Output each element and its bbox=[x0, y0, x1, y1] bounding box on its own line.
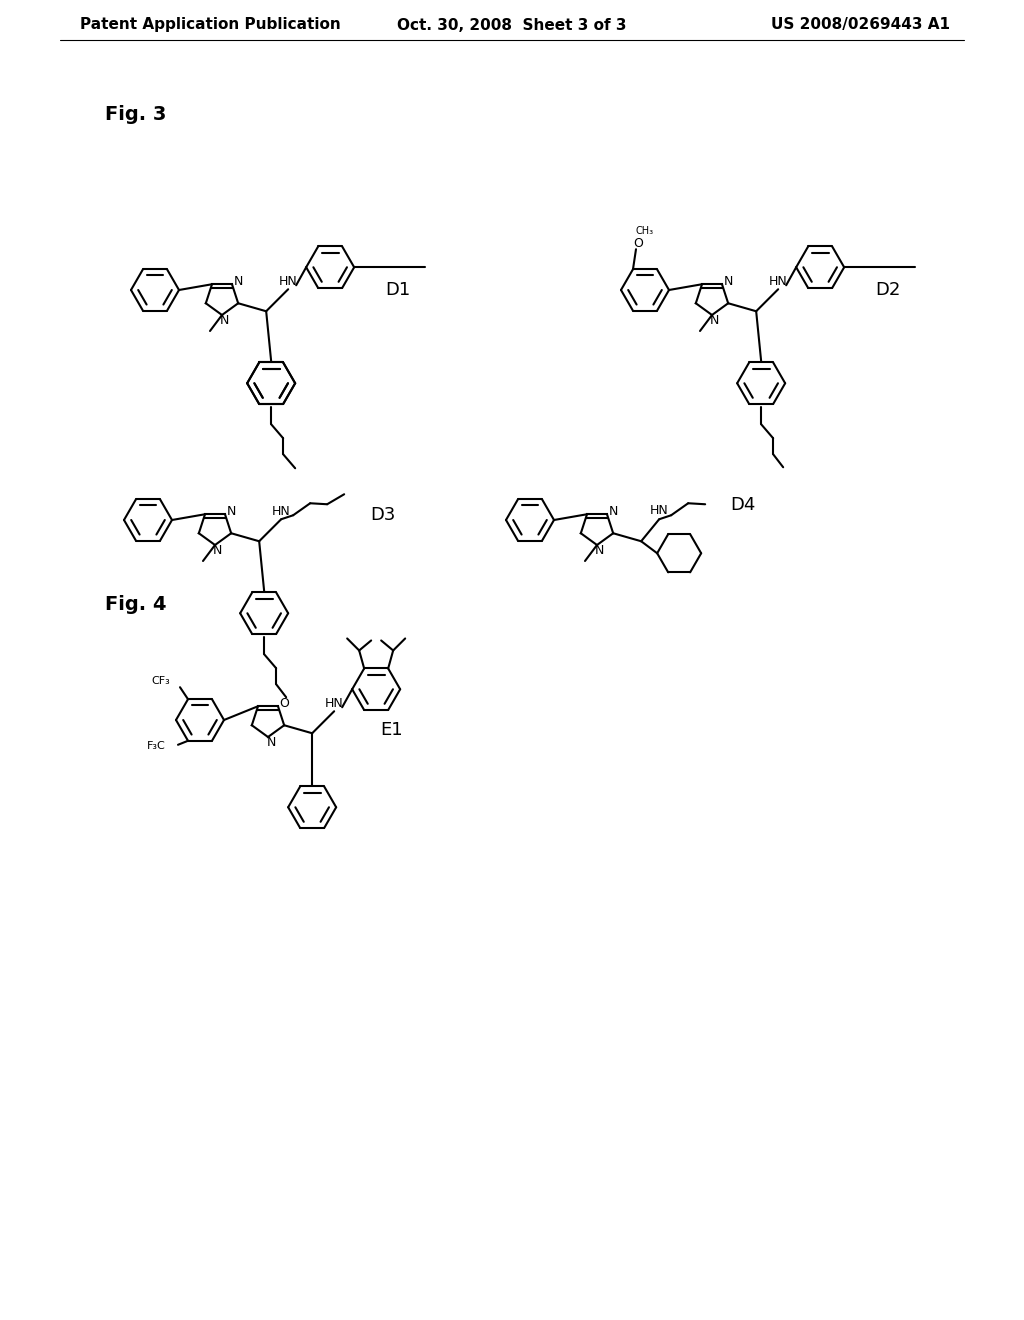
Text: D3: D3 bbox=[370, 506, 395, 524]
Text: US 2008/0269443 A1: US 2008/0269443 A1 bbox=[771, 17, 950, 33]
Text: Patent Application Publication: Patent Application Publication bbox=[80, 17, 341, 33]
Text: HN: HN bbox=[279, 275, 298, 288]
Text: HN: HN bbox=[325, 697, 343, 710]
Text: Fig. 4: Fig. 4 bbox=[105, 595, 167, 615]
Text: CF₃: CF₃ bbox=[152, 676, 170, 686]
Text: N: N bbox=[608, 504, 617, 517]
Text: HN: HN bbox=[769, 275, 787, 288]
Text: O: O bbox=[633, 236, 643, 249]
Text: D1: D1 bbox=[385, 281, 411, 300]
Text: N: N bbox=[226, 504, 236, 517]
Text: N: N bbox=[710, 314, 719, 326]
Text: F₃C: F₃C bbox=[147, 741, 166, 751]
Text: Oct. 30, 2008  Sheet 3 of 3: Oct. 30, 2008 Sheet 3 of 3 bbox=[397, 17, 627, 33]
Text: N: N bbox=[233, 275, 243, 288]
Text: O: O bbox=[280, 697, 289, 710]
Text: D2: D2 bbox=[874, 281, 900, 300]
Text: N: N bbox=[723, 275, 733, 288]
Text: HN: HN bbox=[650, 504, 669, 516]
Text: N: N bbox=[219, 314, 228, 326]
Text: Fig. 3: Fig. 3 bbox=[105, 106, 166, 124]
Text: N: N bbox=[212, 544, 221, 557]
Text: N: N bbox=[594, 544, 604, 557]
Text: CH₃: CH₃ bbox=[636, 226, 654, 236]
Text: D4: D4 bbox=[730, 496, 756, 513]
Text: N: N bbox=[266, 737, 275, 750]
Text: HN: HN bbox=[271, 504, 291, 517]
Text: E1: E1 bbox=[380, 721, 402, 739]
